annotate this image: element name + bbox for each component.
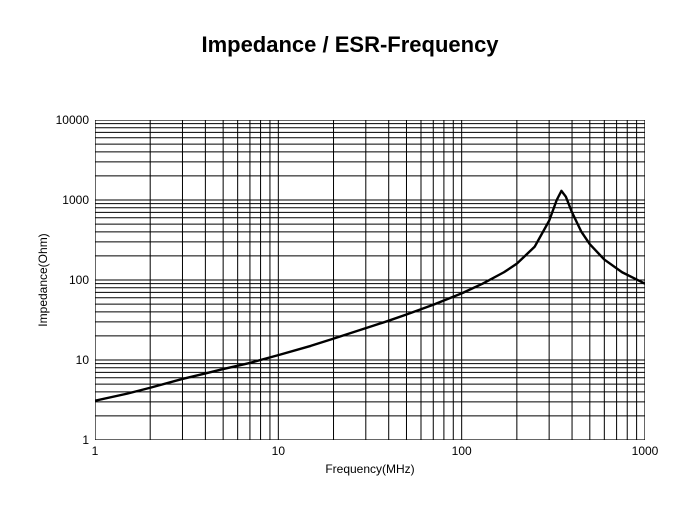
y-tick-label: 100: [45, 273, 89, 287]
x-tick-label: 1000: [615, 444, 675, 458]
chart-title: Impedance / ESR-Frequency: [0, 32, 700, 58]
x-tick-label: 100: [432, 444, 492, 458]
y-tick-label: 10000: [45, 113, 89, 127]
plot-area: [95, 120, 645, 440]
plot-svg: [95, 120, 645, 440]
y-tick-label: 1000: [45, 193, 89, 207]
y-tick-label: 10: [45, 353, 89, 367]
x-tick-label: 10: [248, 444, 308, 458]
chart-container: Impedance / ESR-Frequency Impedance(Ohm)…: [0, 0, 700, 530]
x-tick-label: 1: [65, 444, 125, 458]
x-axis-label: Frequency(MHz): [95, 462, 645, 476]
